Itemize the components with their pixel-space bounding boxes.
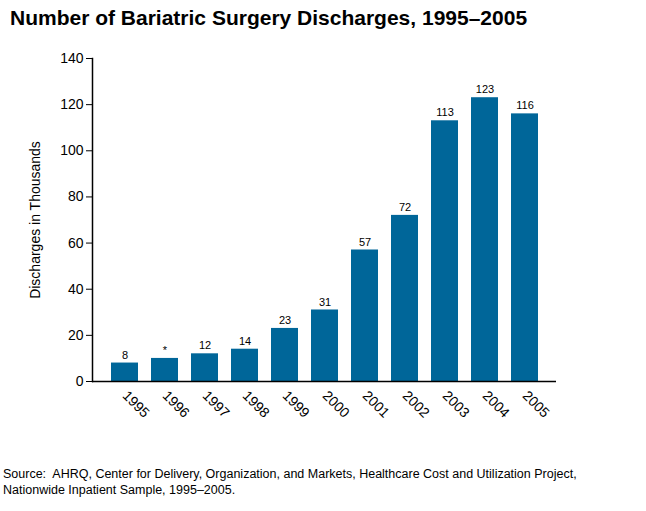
- svg-text:12: 12: [199, 339, 211, 351]
- svg-text:57: 57: [359, 236, 371, 248]
- svg-text:1999: 1999: [280, 387, 313, 420]
- svg-text:20: 20: [68, 327, 84, 343]
- svg-text:23: 23: [279, 314, 291, 326]
- svg-text:80: 80: [68, 188, 84, 204]
- html-text:Source: AHRQ, Center for Deliv: Source: AHRQ, Center for Delivery, Organ…: [3, 467, 581, 497]
- svg-text:0: 0: [76, 373, 84, 389]
- svg-text:*: *: [163, 344, 168, 356]
- svg-text:120: 120: [60, 96, 84, 112]
- svg-text:1995: 1995: [120, 387, 153, 420]
- svg-text:1998: 1998: [240, 387, 273, 420]
- svg-text:123: 123: [476, 83, 494, 95]
- svg-text:2004: 2004: [480, 387, 513, 420]
- svg-text:72: 72: [399, 201, 411, 213]
- svg-text:Discharges in Thousands: Discharges in Thousands: [27, 141, 43, 299]
- svg-text:1997: 1997: [200, 387, 233, 420]
- svg-text:140: 140: [60, 50, 84, 66]
- svg-text:2005: 2005: [520, 387, 553, 420]
- svg-text:2003: 2003: [440, 387, 473, 420]
- svg-text:8: 8: [122, 349, 128, 361]
- svg-text:116: 116: [516, 99, 534, 111]
- svg-text:2001: 2001: [360, 387, 393, 420]
- svg-text:60: 60: [68, 235, 84, 251]
- svg-text:113: 113: [436, 106, 454, 118]
- svg-text:14: 14: [239, 335, 251, 347]
- svg-text:40: 40: [68, 281, 84, 297]
- svg-text:100: 100: [60, 142, 84, 158]
- svg-text:2002: 2002: [400, 387, 433, 420]
- svg-text:2000: 2000: [320, 387, 353, 420]
- svg-text:31: 31: [319, 295, 331, 307]
- html-text:Number of Bariatric Surgery Di: Number of Bariatric Surgery Discharges, …: [10, 6, 528, 29]
- svg-text:1996: 1996: [160, 387, 193, 420]
